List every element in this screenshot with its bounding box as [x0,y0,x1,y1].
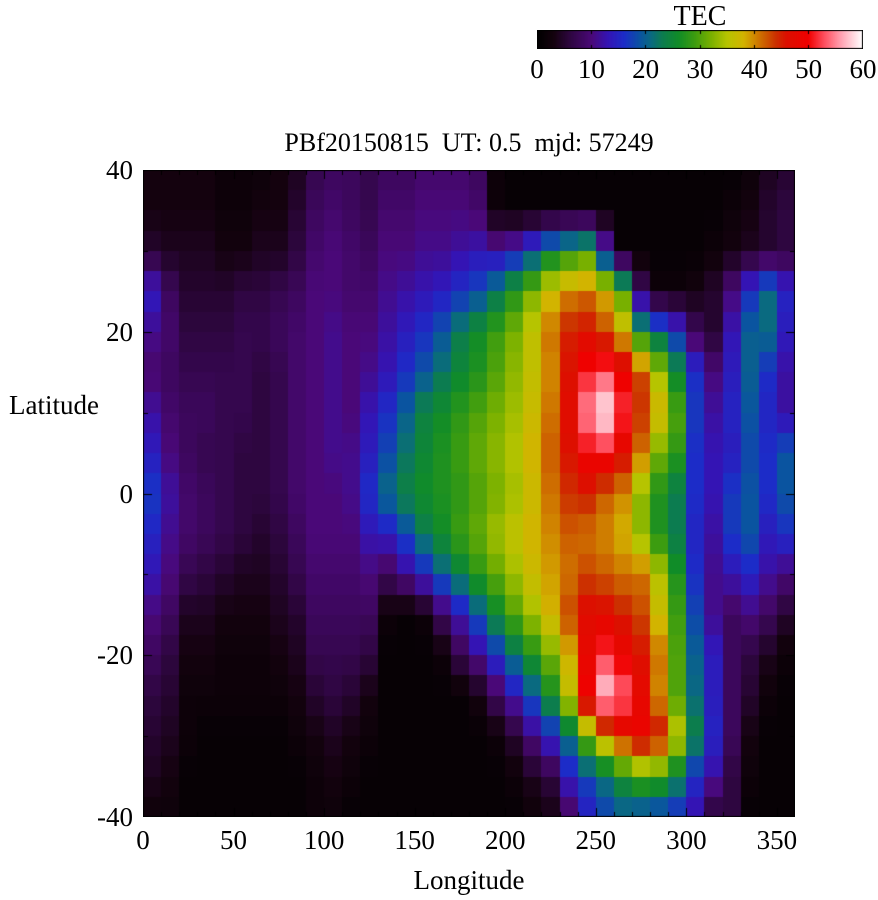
y-tick-label: 0 [119,478,134,509]
colorbar-gradient [537,30,863,49]
x-tick-label: 200 [484,825,526,855]
x-tick-label: 0 [136,825,150,855]
y-axis-label: Latitude [9,390,99,420]
x-tick-label: 350 [756,825,798,855]
colorbar-tick-label: 10 [577,54,605,84]
colorbar-tick-label: 40 [740,54,768,84]
y-tick-label: 20 [106,316,133,347]
y-tick-label: 40 [106,155,133,185]
x-tick-label: 300 [666,825,707,855]
x-tick-label: 250 [575,825,617,855]
x-tick-label: 100 [303,825,345,855]
y-tick-label: -20 [97,640,133,671]
x-tick-label: 150 [394,825,435,855]
y-tick-label: -40 [97,802,133,832]
colorbar-tick-label: 0 [530,54,544,84]
heatmap-canvas [143,170,795,817]
plot-title: PBf20150815 UT: 0.5 mjd: 57249 [284,128,654,157]
colorbar-tick-label: 60 [849,54,877,84]
x-axis-label: Longitude [413,865,525,895]
colorbar-tick-label: 20 [632,54,660,84]
colorbar-tick-label: 50 [795,54,823,84]
colorbar-tick-label: 30 [686,54,714,84]
x-tick-label: 50 [220,825,248,855]
colorbar-title: TEC [673,1,727,32]
